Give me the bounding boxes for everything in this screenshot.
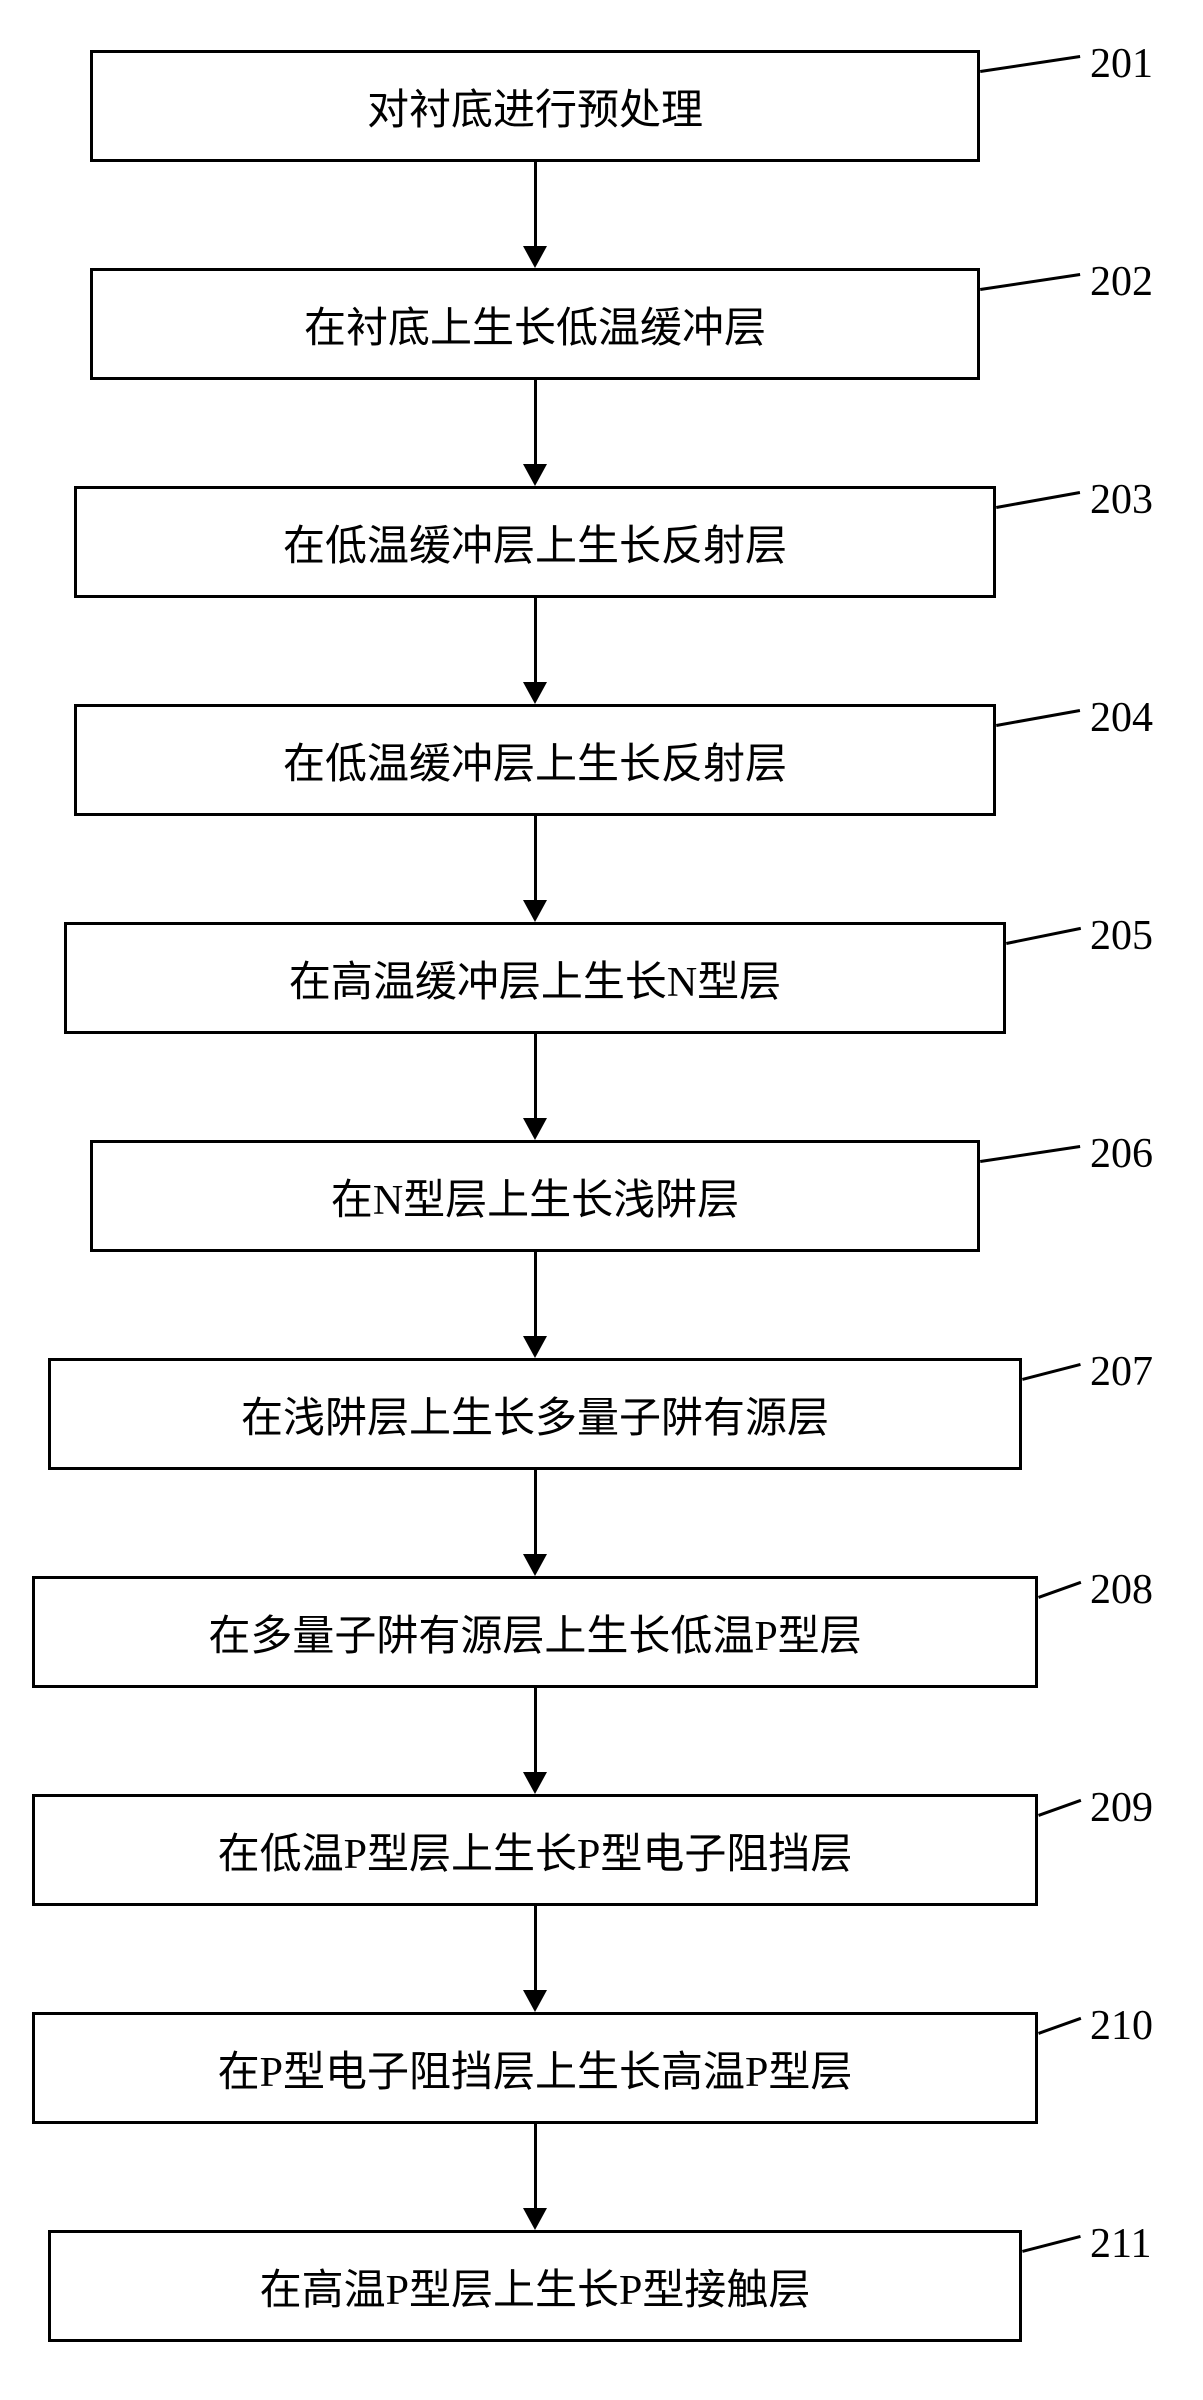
flowchart-canvas: 对衬底进行预处理 201 在衬底上生长低温缓冲层 202 在低温缓冲层上生长反射层 203…	[0, 0, 1203, 2400]
arrow-head-9	[523, 2208, 547, 2230]
arrow-head-8	[523, 1990, 547, 2012]
step-text-206: 在N型层上生长浅阱层	[331, 1166, 739, 1227]
step-box-211: 在高温P型层上生长P型接触层	[48, 2230, 1022, 2342]
leader-204	[996, 709, 1081, 727]
step-box-206: 在N型层上生长浅阱层	[90, 1140, 980, 1252]
arrow-line-9	[534, 2124, 537, 2208]
step-label-203: 203	[1090, 476, 1153, 524]
step-text-210: 在P型电子阻挡层上生长高温P型层	[218, 2038, 853, 2099]
step-box-207: 在浅阱层上生长多量子阱有源层	[48, 1358, 1022, 1470]
arrow-line-3	[534, 816, 537, 900]
leader-211	[1022, 2235, 1081, 2253]
step-text-202: 在衬底上生长低温缓冲层	[304, 294, 766, 355]
step-label-211: 211	[1090, 2220, 1151, 2268]
arrow-head-6	[523, 1554, 547, 1576]
step-label-207: 207	[1090, 1348, 1153, 1396]
step-box-209: 在低温P型层上生长P型电子阻挡层	[32, 1794, 1038, 1906]
step-box-205: 在高温缓冲层上生长N型层	[64, 922, 1006, 1034]
leader-205	[1006, 927, 1081, 945]
step-label-209: 209	[1090, 1784, 1153, 1832]
arrow-line-4	[534, 1034, 537, 1118]
step-text-201: 对衬底进行预处理	[367, 76, 703, 137]
step-box-201: 对衬底进行预处理	[90, 50, 980, 162]
step-text-209: 在低温P型层上生长P型电子阻挡层	[218, 1820, 853, 1881]
arrow-head-4	[523, 1118, 547, 1140]
step-label-208: 208	[1090, 1566, 1153, 1614]
leader-202	[980, 273, 1080, 291]
leader-206	[980, 1145, 1080, 1163]
step-label-205: 205	[1090, 912, 1153, 960]
step-text-204: 在低温缓冲层上生长反射层	[283, 730, 787, 791]
step-box-208: 在多量子阱有源层上生长低温P型层	[32, 1576, 1038, 1688]
step-label-202: 202	[1090, 258, 1153, 306]
step-label-204: 204	[1090, 694, 1153, 742]
arrow-line-6	[534, 1470, 537, 1554]
leader-209	[1038, 1799, 1081, 1817]
step-label-206: 206	[1090, 1130, 1153, 1178]
step-text-211: 在高温P型层上生长P型接触层	[260, 2256, 811, 2317]
step-text-208: 在多量子阱有源层上生长低温P型层	[208, 1602, 861, 1663]
leader-203	[996, 491, 1081, 509]
step-text-205: 在高温缓冲层上生长N型层	[289, 948, 781, 1009]
leader-210	[1038, 2017, 1081, 2035]
arrow-head-0	[523, 246, 547, 268]
leader-201	[980, 55, 1080, 73]
arrow-line-8	[534, 1906, 537, 1990]
step-box-210: 在P型电子阻挡层上生长高温P型层	[32, 2012, 1038, 2124]
arrow-line-0	[534, 162, 537, 246]
arrow-line-5	[534, 1252, 537, 1336]
step-label-201: 201	[1090, 40, 1153, 88]
arrow-line-1	[534, 380, 537, 464]
step-box-202: 在衬底上生长低温缓冲层	[90, 268, 980, 380]
arrow-line-7	[534, 1688, 537, 1772]
step-box-203: 在低温缓冲层上生长反射层	[74, 486, 996, 598]
arrow-head-2	[523, 682, 547, 704]
step-label-210: 210	[1090, 2002, 1153, 2050]
step-text-207: 在浅阱层上生长多量子阱有源层	[241, 1384, 829, 1445]
leader-207	[1022, 1363, 1081, 1381]
arrow-head-3	[523, 900, 547, 922]
arrow-head-7	[523, 1772, 547, 1794]
arrow-line-2	[534, 598, 537, 682]
leader-208	[1038, 1581, 1081, 1599]
step-box-204: 在低温缓冲层上生长反射层	[74, 704, 996, 816]
arrow-head-5	[523, 1336, 547, 1358]
step-text-203: 在低温缓冲层上生长反射层	[283, 512, 787, 573]
arrow-head-1	[523, 464, 547, 486]
